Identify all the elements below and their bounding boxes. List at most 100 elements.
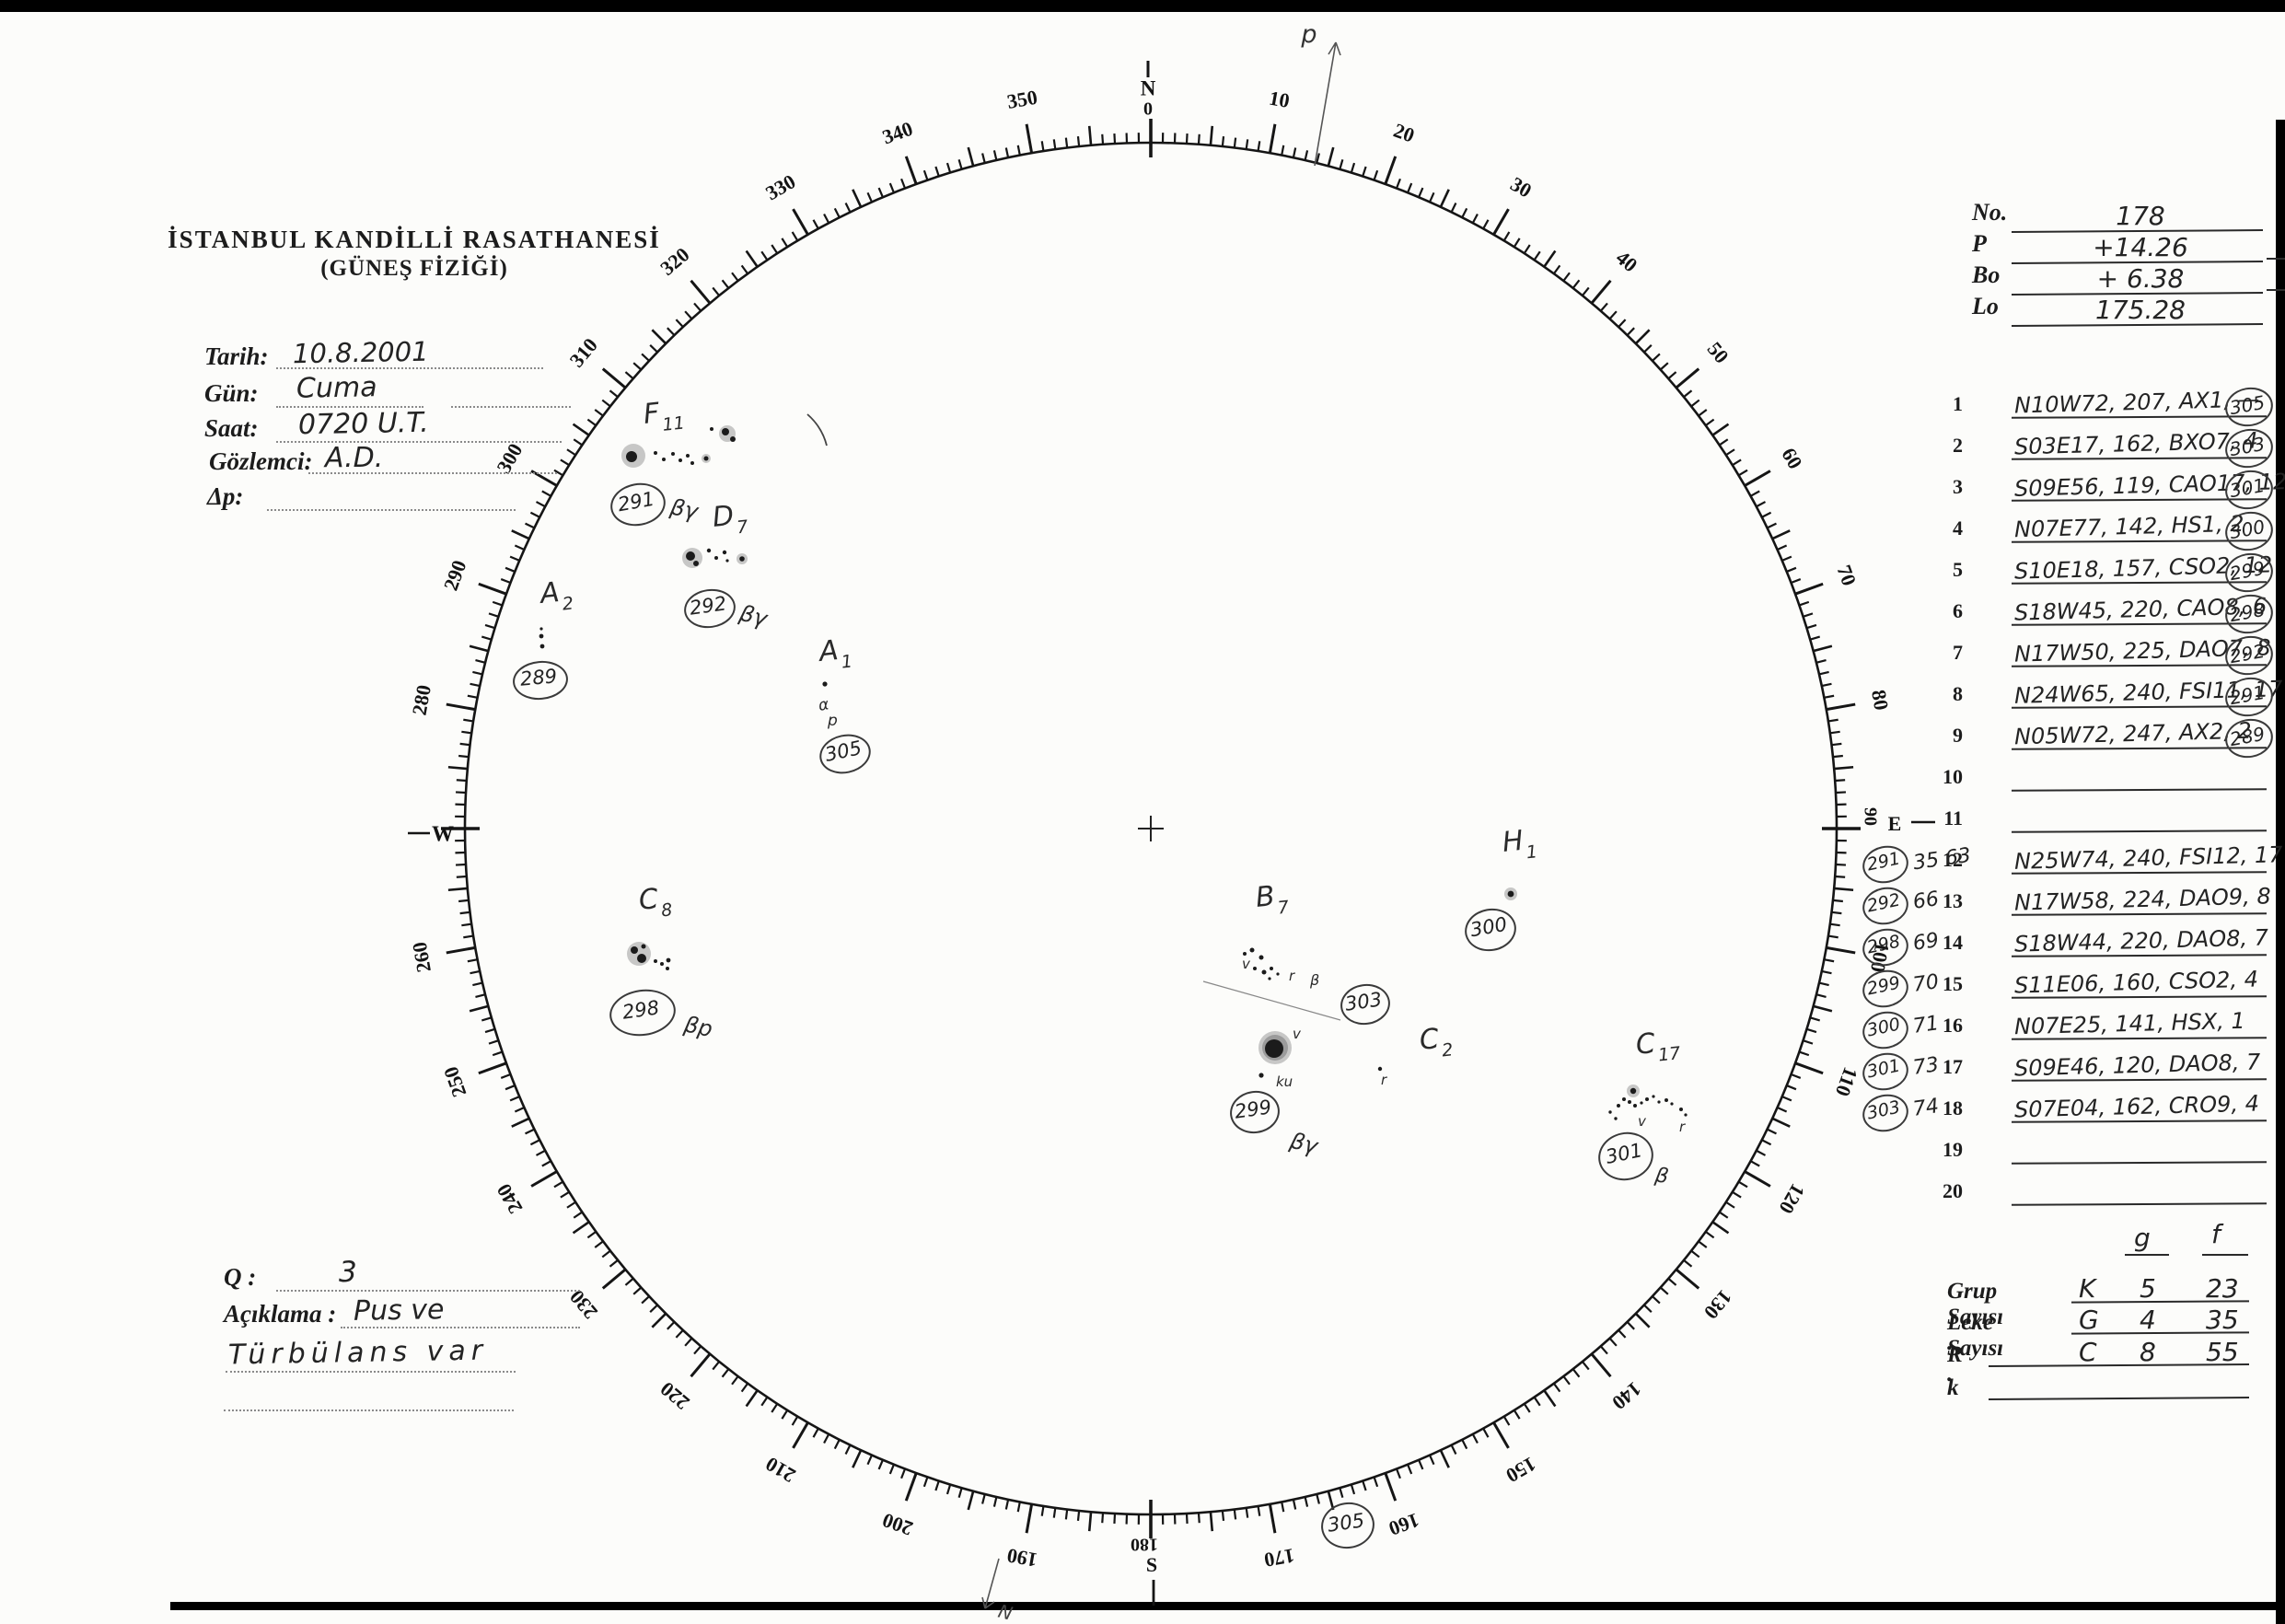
gozlemci-value: A.D.	[325, 442, 384, 474]
sunspot-group-A1: A1 αp	[816, 633, 853, 730]
sunspot	[686, 454, 690, 458]
dial-degree-label: 10	[1268, 87, 1292, 112]
obs-row-left-number: 74	[1911, 1095, 1941, 1121]
dial-ninety-label: 90	[1860, 807, 1880, 826]
sunspot	[631, 946, 638, 954]
dial-degree-label: 280	[408, 683, 435, 717]
dial-degree-label: 190	[1005, 1544, 1039, 1572]
summary-g-value: 4	[2140, 1305, 2156, 1335]
sunspot	[1614, 1117, 1618, 1120]
aciklama-label: Açıklama :	[224, 1300, 337, 1328]
aciklama-line2: Türbülans var	[227, 1334, 489, 1372]
sunspot	[637, 954, 646, 963]
summary-label: Leke Sayısı .	[1947, 1310, 2004, 1386]
group-label-D7: D7	[711, 498, 748, 540]
group-annotation: β	[1309, 971, 1319, 989]
obs-row-number: 3	[1953, 475, 1963, 498]
sunspot	[1270, 967, 1273, 970]
obs-row-left-number: 73	[1911, 1053, 1941, 1080]
p-direction-arrow	[1314, 41, 1341, 167]
group-annotation: α	[817, 695, 830, 715]
sunspot	[690, 461, 694, 465]
tarih-line	[276, 366, 543, 369]
q-label: Q :	[224, 1263, 257, 1291]
q-line	[276, 1289, 580, 1292]
dial-degree-label: 100	[1866, 940, 1894, 974]
dial-degree-label: 20	[1391, 119, 1418, 147]
saat-line	[276, 440, 562, 443]
sunspot	[1276, 972, 1280, 976]
observatory-title: İSTANBUL KANDİLLİ RASATHANESİ	[168, 226, 661, 253]
ephemeris-label-Lo: Lo	[1972, 293, 1999, 319]
sunspot	[1652, 1095, 1655, 1098]
pencil-guide-line	[1202, 980, 1341, 1021]
summary-letter: C	[2079, 1337, 2097, 1367]
dial-degree-label: 120	[1775, 1180, 1810, 1218]
sunspot	[539, 633, 544, 639]
dial-degree-label: 240	[492, 1180, 527, 1218]
sunspot	[1645, 1097, 1649, 1101]
sunspot	[722, 550, 727, 555]
sunspot	[679, 458, 682, 462]
dial-degree-label: 30	[1506, 172, 1536, 203]
south-pencil-arrow-label: N	[996, 1599, 1015, 1624]
sunspot	[1249, 947, 1255, 953]
dial-degree-label: 80	[1867, 688, 1893, 712]
dial-degree-label: 330	[761, 169, 799, 204]
sunspot	[666, 967, 669, 970]
group-annotation: v	[1293, 1026, 1302, 1042]
ephemeris-value: 175.28	[2095, 295, 2186, 325]
dial-degree-label: 140	[1607, 1377, 1645, 1414]
sunspot	[730, 436, 736, 442]
obs-row-number: 12	[1943, 848, 1963, 871]
sunspot	[1377, 1066, 1383, 1072]
sunspot	[1261, 969, 1267, 975]
obs-row-left-number: 71	[1911, 1012, 1941, 1038]
gun-line	[276, 405, 423, 408]
obs-row-left-number: 66	[1911, 887, 1941, 914]
obs-row-number: 13	[1943, 889, 1963, 912]
sunspot	[706, 548, 712, 553]
obs-row-number: 8	[1953, 682, 1963, 705]
group-annotation: v	[1242, 956, 1251, 972]
sunspot	[822, 681, 828, 687]
sunspot	[1608, 1110, 1612, 1114]
compass-west-label: W	[432, 823, 454, 847]
dial-degree-label: 260	[408, 940, 435, 974]
tarih-value: 10.8.2001	[292, 335, 429, 370]
dial-degree-label: 250	[439, 1063, 471, 1100]
obs-row-number: 16	[1943, 1014, 1963, 1037]
compass-south-label: S	[1146, 1553, 1157, 1576]
sunspot	[686, 551, 695, 561]
aciklama-line1: Pus ve	[353, 1293, 445, 1328]
sunspot	[654, 959, 657, 963]
dial-degree-label: 40	[1612, 246, 1642, 276]
group-annotation: βγ	[667, 493, 702, 525]
sunspot	[1258, 1073, 1264, 1078]
q-value: 3	[339, 1256, 357, 1289]
group-label-C17: C17	[1634, 1025, 1681, 1068]
summary-letter: K	[2079, 1273, 2096, 1304]
obs-row-number: 15	[1943, 972, 1963, 995]
sunspot	[666, 957, 671, 963]
ephemeris-value: + 6.38	[2096, 263, 2185, 294]
sunspot	[671, 452, 675, 456]
group-label-A1: A1	[816, 633, 853, 676]
dial-degree-label: 50	[1703, 337, 1734, 367]
summary-label: R	[1947, 1342, 1963, 1367]
dial-zero-label: 0	[1143, 99, 1153, 120]
sunspot	[1640, 1101, 1643, 1105]
sunspot	[1243, 952, 1247, 956]
group-label-A2: A2	[537, 575, 574, 618]
gun-label: Gün:	[204, 379, 259, 407]
group-label-F11: F11	[642, 395, 686, 437]
sunspot	[1268, 977, 1271, 980]
p-arrow-label: p	[1300, 20, 1316, 49]
sunspot-group-A2: A2	[537, 575, 574, 649]
ephemeris-value: +14.26	[2093, 232, 2188, 262]
obs-row-number: 6	[1953, 599, 1963, 622]
ephemeris-dash	[2267, 289, 2285, 291]
ephemeris-value: 178	[2116, 201, 2165, 231]
scan-edge-bottom	[170, 1602, 2285, 1610]
sunspot-group-C2: C2 v ku r βγ	[1258, 1021, 1454, 1160]
